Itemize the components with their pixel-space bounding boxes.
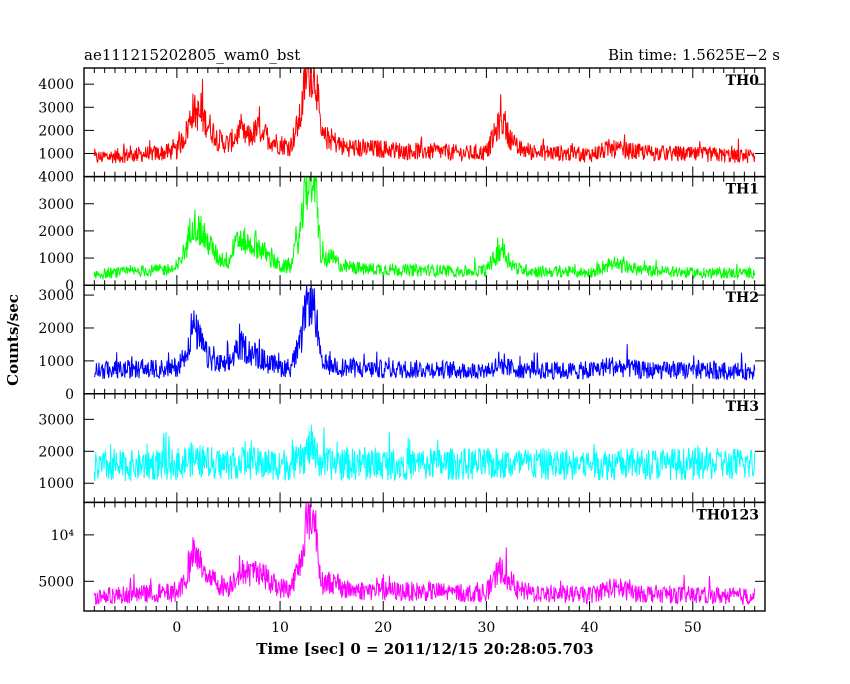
y-axis-label: Counts/sec <box>4 294 22 386</box>
y-tick-label-th1: 1000 <box>38 251 74 267</box>
panel-label-th2: TH2 <box>726 290 759 306</box>
series-line-th1 <box>93 176 756 281</box>
panel-label-th3: TH3 <box>726 399 759 415</box>
series-line-th2 <box>93 285 756 381</box>
panel-label-th0: TH0 <box>726 73 760 89</box>
y-tick-label-th1: 4000 <box>38 170 74 186</box>
y-tick-label-th0: 4000 <box>38 77 74 93</box>
x-tick-label: 30 <box>477 620 495 636</box>
y-tick-label-th1: 2000 <box>38 224 74 240</box>
y-tick-label-th1: 0 <box>65 278 74 294</box>
y-tick-label-th3: 2000 <box>38 444 74 460</box>
y-tick-label-th2: 1000 <box>38 354 74 370</box>
series-line-th0 <box>93 66 756 164</box>
y-tick-label-th2: 2000 <box>38 321 74 337</box>
chart-title: ae111215202805_wam0_bst <box>84 46 300 64</box>
y-tick-label-th1: 3000 <box>38 197 74 213</box>
x-axis-label: Time [sec] 0 = 2011/12/15 20:28:05.703 <box>256 640 593 658</box>
x-tick-label: 0 <box>172 620 181 636</box>
y-tick-label-th0123: 5000 <box>38 574 74 590</box>
y-tick-label-th2: 3000 <box>38 288 74 304</box>
x-tick-label: 10 <box>271 620 289 636</box>
y-tick-label-th3: 3000 <box>38 412 74 428</box>
panel-label-th1: TH1 <box>726 182 759 198</box>
y-tick-label-th0: 2000 <box>38 123 74 139</box>
x-tick-label: 50 <box>684 620 702 636</box>
panel-label-th0123: TH0123 <box>696 507 759 523</box>
x-tick-label: 40 <box>581 620 599 636</box>
panels-group: TH01000200030004000TH101000200030004000T… <box>38 66 766 636</box>
y-tick-label-th0: 3000 <box>38 100 74 116</box>
y-tick-label-th2: 0 <box>65 387 74 403</box>
bin-time-label: Bin time: 1.5625E−2 s <box>608 46 780 64</box>
series-line-th0123 <box>93 502 756 606</box>
x-tick-label: 20 <box>374 620 392 636</box>
y-tick-label-th0: 1000 <box>38 146 74 162</box>
series-line-th3 <box>93 424 756 482</box>
y-tick-label-th3: 1000 <box>38 476 74 492</box>
y-tick-label-th0123: 10⁴ <box>51 528 75 544</box>
panel-frame-th3 <box>83 393 766 504</box>
